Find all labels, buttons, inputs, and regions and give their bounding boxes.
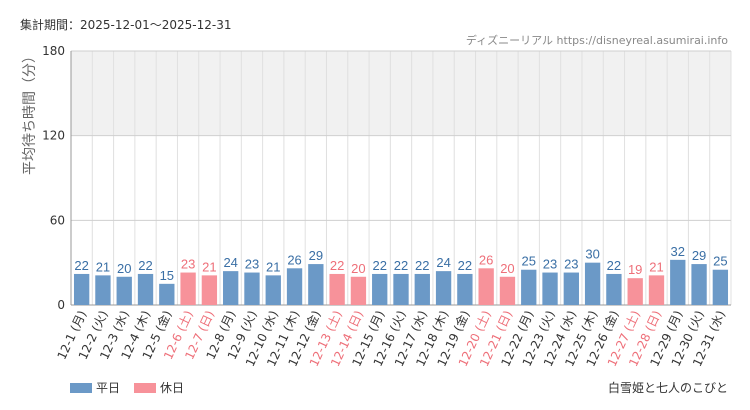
bar [95, 275, 111, 305]
data-label: 23 [543, 257, 557, 272]
data-label: 25 [713, 254, 727, 269]
bar [329, 273, 345, 305]
bar [606, 273, 622, 305]
data-label: 25 [522, 254, 536, 269]
legend-item-holiday: 休日 [134, 379, 184, 396]
data-label: 23 [564, 257, 578, 272]
bar [73, 273, 90, 305]
legend-label-weekday: 平日 [96, 381, 121, 395]
y-tick-label: 180 [42, 44, 65, 58]
bar [648, 275, 665, 305]
data-label: 22 [458, 258, 472, 273]
bar [201, 275, 218, 305]
data-label: 24 [223, 255, 237, 270]
data-label: 20 [351, 261, 365, 276]
legend-item-weekday: 平日 [70, 379, 120, 396]
source-label: ディズニーリアル https://disneyreal.asumirai.inf… [465, 34, 728, 47]
bar [584, 262, 601, 305]
bar [521, 269, 537, 305]
data-label: 21 [266, 259, 280, 274]
data-label: 21 [202, 259, 216, 274]
bar [180, 272, 196, 305]
bar [691, 264, 707, 305]
data-label: 22 [372, 258, 386, 273]
data-label: 22 [607, 258, 621, 273]
bar [499, 276, 516, 305]
data-label: 20 [117, 261, 131, 276]
bar [563, 272, 579, 305]
attraction-name: 白雪姫と七人のこびと [607, 381, 728, 395]
bar [627, 278, 643, 305]
bar [414, 273, 430, 305]
y-tick-label: 120 [42, 129, 65, 143]
data-label: 22 [330, 258, 344, 273]
bar [457, 273, 473, 305]
bar [265, 275, 281, 305]
data-label: 21 [649, 259, 663, 274]
data-label: 29 [309, 248, 323, 263]
data-label: 24 [436, 255, 450, 270]
data-label: 29 [692, 248, 706, 263]
data-label: 23 [245, 257, 259, 272]
bar [670, 259, 686, 305]
bar [542, 272, 558, 305]
data-label: 19 [628, 262, 642, 277]
legend-label-holiday: 休日 [160, 381, 185, 395]
bar [478, 268, 494, 305]
data-label: 21 [96, 259, 110, 274]
bar [350, 276, 367, 305]
data-label: 15 [160, 268, 174, 283]
bar [712, 269, 729, 305]
data-label: 22 [74, 258, 88, 273]
data-label: 20 [500, 261, 514, 276]
bar [308, 264, 324, 305]
data-label: 22 [415, 258, 429, 273]
bar [372, 273, 388, 305]
bar [435, 271, 452, 305]
data-label: 23 [181, 257, 195, 272]
legend-swatch-holiday [134, 382, 157, 393]
bar [393, 273, 409, 305]
data-label: 26 [287, 252, 301, 267]
data-label: 30 [585, 247, 599, 262]
bar [137, 273, 154, 305]
legend: 平日 休日 [70, 379, 184, 396]
y-tick-label: 0 [57, 298, 65, 312]
bar [223, 271, 239, 305]
data-label: 26 [479, 252, 493, 267]
y-tick-label: 60 [50, 213, 65, 227]
data-label: 22 [394, 258, 408, 273]
legend-swatch-weekday [70, 382, 92, 393]
bar [159, 283, 175, 305]
period-label: 集計期間：2025-12-01～2025-12-31 [20, 18, 232, 32]
bar [116, 276, 132, 305]
bar [244, 272, 260, 305]
bar [286, 268, 303, 305]
plot-band [71, 51, 731, 136]
data-label: 32 [671, 244, 685, 259]
data-label: 22 [138, 258, 152, 273]
